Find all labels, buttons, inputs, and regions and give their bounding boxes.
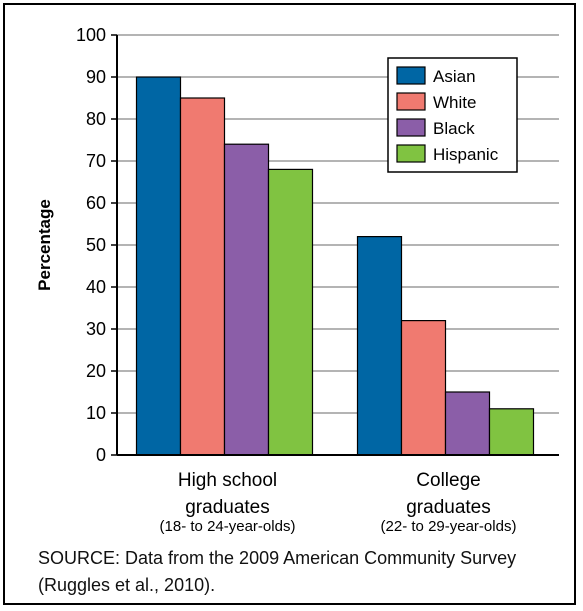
bar-black-1: [223, 143, 270, 456]
bar-white-1: [179, 97, 226, 456]
legend-swatch-white: [396, 92, 426, 111]
y-tick-label: 60: [86, 193, 106, 213]
bar-asian-2: [356, 236, 403, 456]
bars: [135, 76, 535, 456]
y-tick-label: 20: [86, 361, 106, 381]
x-category-label: College: [416, 470, 480, 491]
legend-label-hispanic: Hispanic: [433, 145, 499, 164]
legend-label-asian: Asian: [433, 67, 476, 86]
y-tick-label: 50: [86, 235, 106, 255]
bar-chart: 0 10 20 30 40 50 60 70 80 90 100 High school gradua…: [35, 25, 559, 535]
bar-asian-1: [135, 76, 182, 456]
y-tick-label: 0: [96, 445, 106, 465]
legend-swatch-hispanic: [396, 144, 426, 163]
legend-swatch-asian: [396, 66, 426, 85]
legend: Asian White Black Hispanic: [387, 57, 518, 173]
x-category-sublabel: (22- to 29-year-olds): [381, 518, 517, 535]
source-note: SOURCE: Data from the 2009 American Comm…: [38, 548, 517, 595]
y-axis-ticks: 0 10 20 30 40 50 60 70 80 90 100: [76, 25, 117, 465]
legend-label-black: Black: [433, 119, 475, 138]
legend-label-white: White: [433, 93, 476, 112]
y-axis-label: Percentage: [35, 199, 54, 291]
y-tick-label: 30: [86, 319, 106, 339]
bar-white-2: [400, 320, 447, 456]
bar-hispanic-2: [488, 408, 535, 456]
y-tick-label: 100: [76, 25, 106, 45]
y-tick-label: 80: [86, 109, 106, 129]
y-tick-label: 40: [86, 277, 106, 297]
x-category-label: graduates: [185, 497, 270, 518]
x-category-label: graduates: [406, 497, 491, 518]
y-tick-label: 10: [86, 403, 106, 423]
figure-frame: 0 10 20 30 40 50 60 70 80 90 100 High school gradua…: [3, 3, 576, 605]
axes: [116, 35, 559, 456]
legend-swatch-black: [396, 118, 426, 137]
y-tick-label: 90: [86, 67, 106, 87]
x-category-label: High school: [178, 470, 277, 491]
bar-black-2: [444, 391, 491, 456]
x-category-sublabel: (18- to 24-year-olds): [160, 518, 296, 535]
y-tick-label: 70: [86, 151, 106, 171]
bar-hispanic-1: [267, 168, 314, 456]
